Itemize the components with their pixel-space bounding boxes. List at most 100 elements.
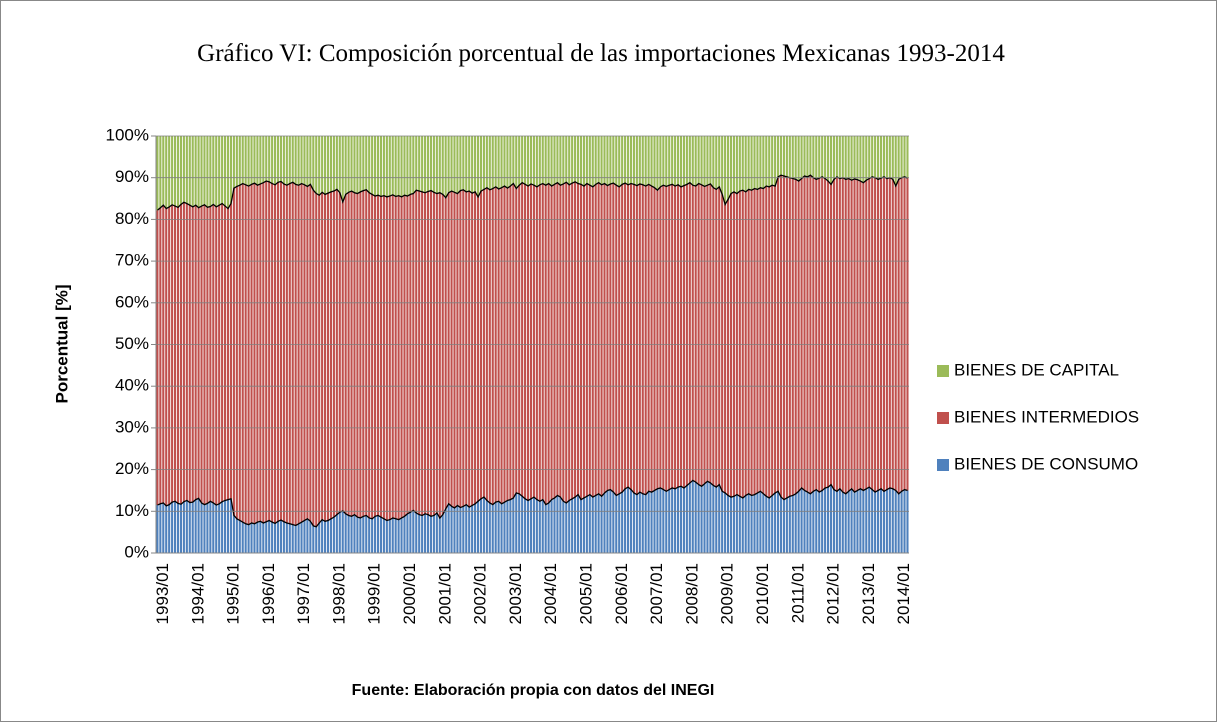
bar-segment xyxy=(588,494,591,553)
bar-segment xyxy=(597,493,600,553)
bar-segment xyxy=(597,136,600,183)
bar-segment xyxy=(350,191,353,517)
bar-segment xyxy=(785,176,788,498)
bar-segment xyxy=(353,192,356,515)
bar-segment xyxy=(703,483,706,553)
bar-segment xyxy=(309,136,312,185)
bar-segment xyxy=(547,136,550,184)
bar-segment xyxy=(656,136,659,191)
bar-segment xyxy=(379,517,383,553)
bar-segment xyxy=(750,190,753,496)
bar-segment xyxy=(400,136,403,197)
bar-segment xyxy=(874,492,877,553)
bar-segment xyxy=(453,136,456,193)
bar-segment xyxy=(741,190,744,498)
bar-segment xyxy=(379,136,383,197)
bar-segment xyxy=(829,184,833,485)
bar-segment xyxy=(329,191,333,519)
bar-segment xyxy=(541,499,544,553)
x-tick-label: 1993/01 xyxy=(153,563,172,624)
bar-segment xyxy=(576,494,580,553)
bar-segment xyxy=(662,185,665,490)
bar-segment xyxy=(262,136,265,183)
bar-segment xyxy=(515,136,518,189)
bar-segment xyxy=(412,136,415,194)
bar-segment xyxy=(521,182,524,497)
bar-segment xyxy=(403,136,406,196)
bar-segment xyxy=(515,492,518,553)
bar-segment xyxy=(874,177,877,493)
legend-swatch xyxy=(937,412,949,424)
bar-segment xyxy=(762,493,765,553)
bar-segment xyxy=(568,500,571,553)
bar-segment xyxy=(612,136,615,184)
bar-segment xyxy=(882,136,885,177)
x-tick-label: 2004/01 xyxy=(541,563,560,624)
bar-segment xyxy=(865,180,868,489)
bar-segment xyxy=(506,500,509,553)
bar-segment xyxy=(294,184,297,526)
bar-segment xyxy=(503,136,506,187)
bar-segment xyxy=(782,136,785,177)
bar-segment xyxy=(529,136,533,184)
bar-segment xyxy=(853,178,856,493)
bar-segment xyxy=(700,184,703,487)
bar-segment xyxy=(829,136,833,185)
bar-segment xyxy=(791,178,794,496)
bar-segment xyxy=(726,136,730,200)
bar-segment xyxy=(826,136,830,182)
bar-segment xyxy=(782,499,785,553)
x-axis-title: Fuente: Elaboración propia con datos del… xyxy=(352,682,715,699)
bar-segment xyxy=(397,519,400,553)
bar-segment xyxy=(794,493,797,553)
bar-segment xyxy=(741,136,744,191)
bar-segment xyxy=(303,136,306,185)
bar-segment xyxy=(835,136,838,177)
bar-segment xyxy=(465,191,468,505)
x-tick-label: 2005/01 xyxy=(577,563,596,624)
bar-segment xyxy=(618,186,621,494)
bar-segment xyxy=(797,181,800,492)
bar-segment xyxy=(832,489,835,553)
bar-segment xyxy=(759,136,762,188)
bar-segment xyxy=(321,192,324,520)
bar-segment xyxy=(250,184,253,523)
bar-segment xyxy=(250,136,253,185)
bar-segment xyxy=(565,502,568,553)
bar-segment xyxy=(326,520,330,553)
bar-segment xyxy=(238,185,241,521)
chart-title: Gráfico VI: Composición porcentual de la… xyxy=(197,40,1005,67)
bar-segment xyxy=(676,487,680,553)
bar-segment xyxy=(865,136,868,181)
bar-segment xyxy=(532,497,535,553)
bar-segment xyxy=(638,136,641,184)
bar-segment xyxy=(812,177,815,492)
bar-segment xyxy=(368,136,371,193)
bar-segment xyxy=(500,136,503,188)
bar-segment xyxy=(521,136,524,183)
bar-segment xyxy=(900,491,903,553)
bar-segment xyxy=(818,178,821,493)
bar-segment xyxy=(165,505,168,553)
bar-segment xyxy=(347,136,350,193)
bar-segment xyxy=(462,506,465,553)
bar-segment xyxy=(624,488,627,553)
bar-segment xyxy=(476,501,480,553)
bar-segment xyxy=(168,206,171,505)
bar-segment xyxy=(700,136,703,185)
x-tick-label: 1998/01 xyxy=(329,563,348,624)
bar-segment xyxy=(226,208,230,500)
bar-segment xyxy=(556,136,559,183)
bar-segment xyxy=(856,179,859,491)
bar-segment xyxy=(282,183,285,522)
bar-segment xyxy=(668,136,671,186)
bar-segment xyxy=(412,510,415,553)
bar-segment xyxy=(526,500,530,553)
bar-segment xyxy=(335,136,338,190)
bar-segment xyxy=(626,136,630,185)
bar-segment xyxy=(253,523,256,553)
bar-segment xyxy=(488,502,491,553)
bar-segment xyxy=(650,186,653,493)
bar-segment xyxy=(885,136,888,179)
bar-segment xyxy=(232,515,235,553)
